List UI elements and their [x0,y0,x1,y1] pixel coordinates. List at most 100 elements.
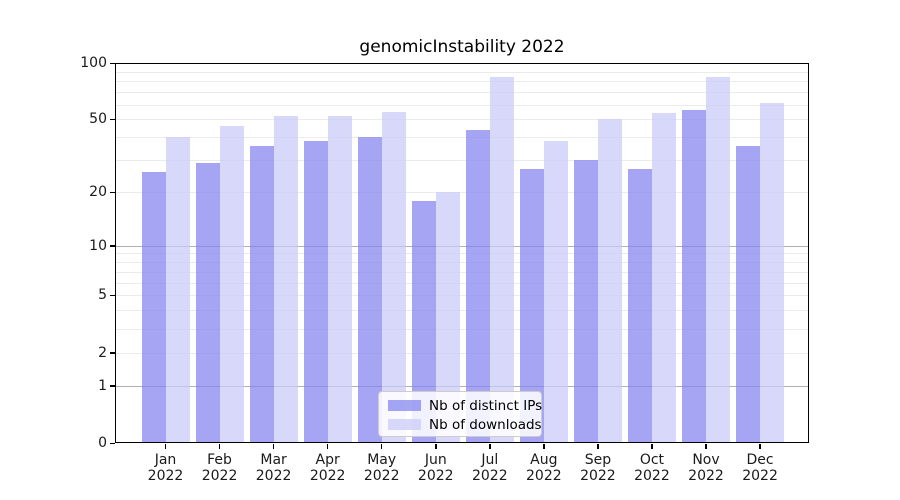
gridline-minor [115,328,809,330]
x-tick-label: Oct 2022 [622,452,682,484]
x-axis: Jan 2022 Feb 2022 Mar 2022 Apr 2022 May 2022 Jun 20… [115,443,809,499]
y-tick-mark [110,245,115,247]
bar-downloads-apr [327,116,352,443]
gridline-minor [115,271,809,273]
x-tick-month: Apr [315,452,340,468]
gridline-major [115,385,809,387]
legend-row: Nb of downloads [388,415,542,434]
x-tick-month: May [367,452,397,468]
x-tick-year: 2022 [471,468,508,484]
gridline-minor [115,295,809,297]
y-tick-label: 1 [98,377,107,394]
gridline-minor [115,160,809,162]
x-tick-mark [380,444,383,449]
y-tick-label: 50 [89,111,107,128]
gridline-minor [115,71,809,73]
y-tick-label: 0 [98,435,107,451]
gridline-major [115,245,809,247]
x-tick-month: Jan [154,452,177,468]
x-tick-month: Oct [639,452,665,468]
x-tick-mark [489,444,491,449]
x-tick-month: Jun [424,452,447,468]
y-tick-mark [110,352,115,354]
x-tick-year: 2022 [363,468,400,484]
x-tick-label: May 2022 [352,452,412,484]
x-tick-year: 2022 [580,468,616,484]
x-tick-month: Dec [746,452,774,468]
x-tick-year: 2022 [309,468,346,484]
x-tick-mark [597,444,599,449]
y-tick-label: 10 [89,237,107,254]
x-tick-label: Mar 2022 [244,452,304,484]
y-tick-mark [110,118,115,121]
x-tick-month: Nov [692,452,720,468]
bar-distinct-ips-may [357,137,382,443]
y-tick-label: 100 [80,55,107,71]
gridline-minor [115,282,809,284]
x-tick-year: 2022 [255,468,292,484]
gridline-minor [115,92,809,94]
plot-area [115,63,809,443]
x-tick-label: Jan 2022 [136,452,196,484]
x-tick-mark [164,444,167,449]
bar-distinct-ips-mar [249,145,274,443]
y-axis: 100 50 20 10 5 2 1 0 [0,56,107,450]
bar-downloads-jan [165,137,190,443]
x-tick-month: Mar [260,452,287,468]
x-tick-mark [759,444,761,449]
bar-distinct-ips-jan [141,171,166,443]
bar-distinct-ips-nov [682,110,706,443]
bar-downloads-dec [760,103,785,443]
x-tick-mark [326,444,329,449]
x-tick-mark [651,444,653,449]
x-tick-month: Aug [530,452,558,468]
x-tick-label: Dec 2022 [730,452,790,484]
legend-label: Nb of distinct IPs [429,397,543,414]
gridline-minor [115,253,809,255]
x-tick-year: 2022 [417,468,454,484]
gridline-minor [115,310,809,312]
gridline-minor [115,119,809,121]
x-tick-year: 2022 [147,468,184,484]
gridline-minor [115,137,809,139]
gridline-minor [115,192,809,194]
chart-title: genomicInstability 2022 [359,37,565,57]
x-tick-year: 2022 [201,468,238,484]
x-tick-month: Jul [481,452,499,468]
x-tick-year: 2022 [526,468,562,484]
x-tick-mark [272,444,275,449]
y-tick-label: 2 [98,344,107,361]
gridline-minor [115,262,809,264]
y-tick-mark [110,442,115,444]
legend: Nb of distinct IPs Nb of downloads [378,391,542,437]
bar-downloads-may [381,111,406,443]
bar-downloads-oct [651,113,676,443]
x-tick-mark [218,444,221,449]
bar-downloads-feb [219,125,244,443]
bar-distinct-ips-apr [303,141,328,443]
bar-downloads-sep [597,119,622,443]
x-tick-year: 2022 [634,468,670,484]
bar-distinct-ips-sep [573,160,598,443]
x-tick-label: Sep 2022 [568,452,628,484]
bar-distinct-ips-dec [736,145,761,443]
bar-downloads-mar [273,116,298,443]
bar-downloads-aug [543,141,568,443]
x-tick-label: Apr 2022 [298,452,358,484]
y-tick-mark [110,294,115,297]
x-tick-mark [543,444,545,449]
bar-distinct-ips-jul [465,129,490,443]
legend-swatch [388,400,421,411]
x-tick-mark [435,444,437,449]
y-axis-ticks [110,62,115,444]
y-tick-mark [110,191,115,194]
x-tick-month: Feb [207,452,232,468]
x-tick-month: Sep [584,452,612,468]
bar-distinct-ips-oct [627,168,652,443]
x-tick-mark [705,444,707,449]
bar-distinct-ips-feb [195,162,220,443]
x-tick-year: 2022 [742,468,778,484]
y-tick-label: 5 [98,287,107,304]
gridline-minor [115,352,809,354]
